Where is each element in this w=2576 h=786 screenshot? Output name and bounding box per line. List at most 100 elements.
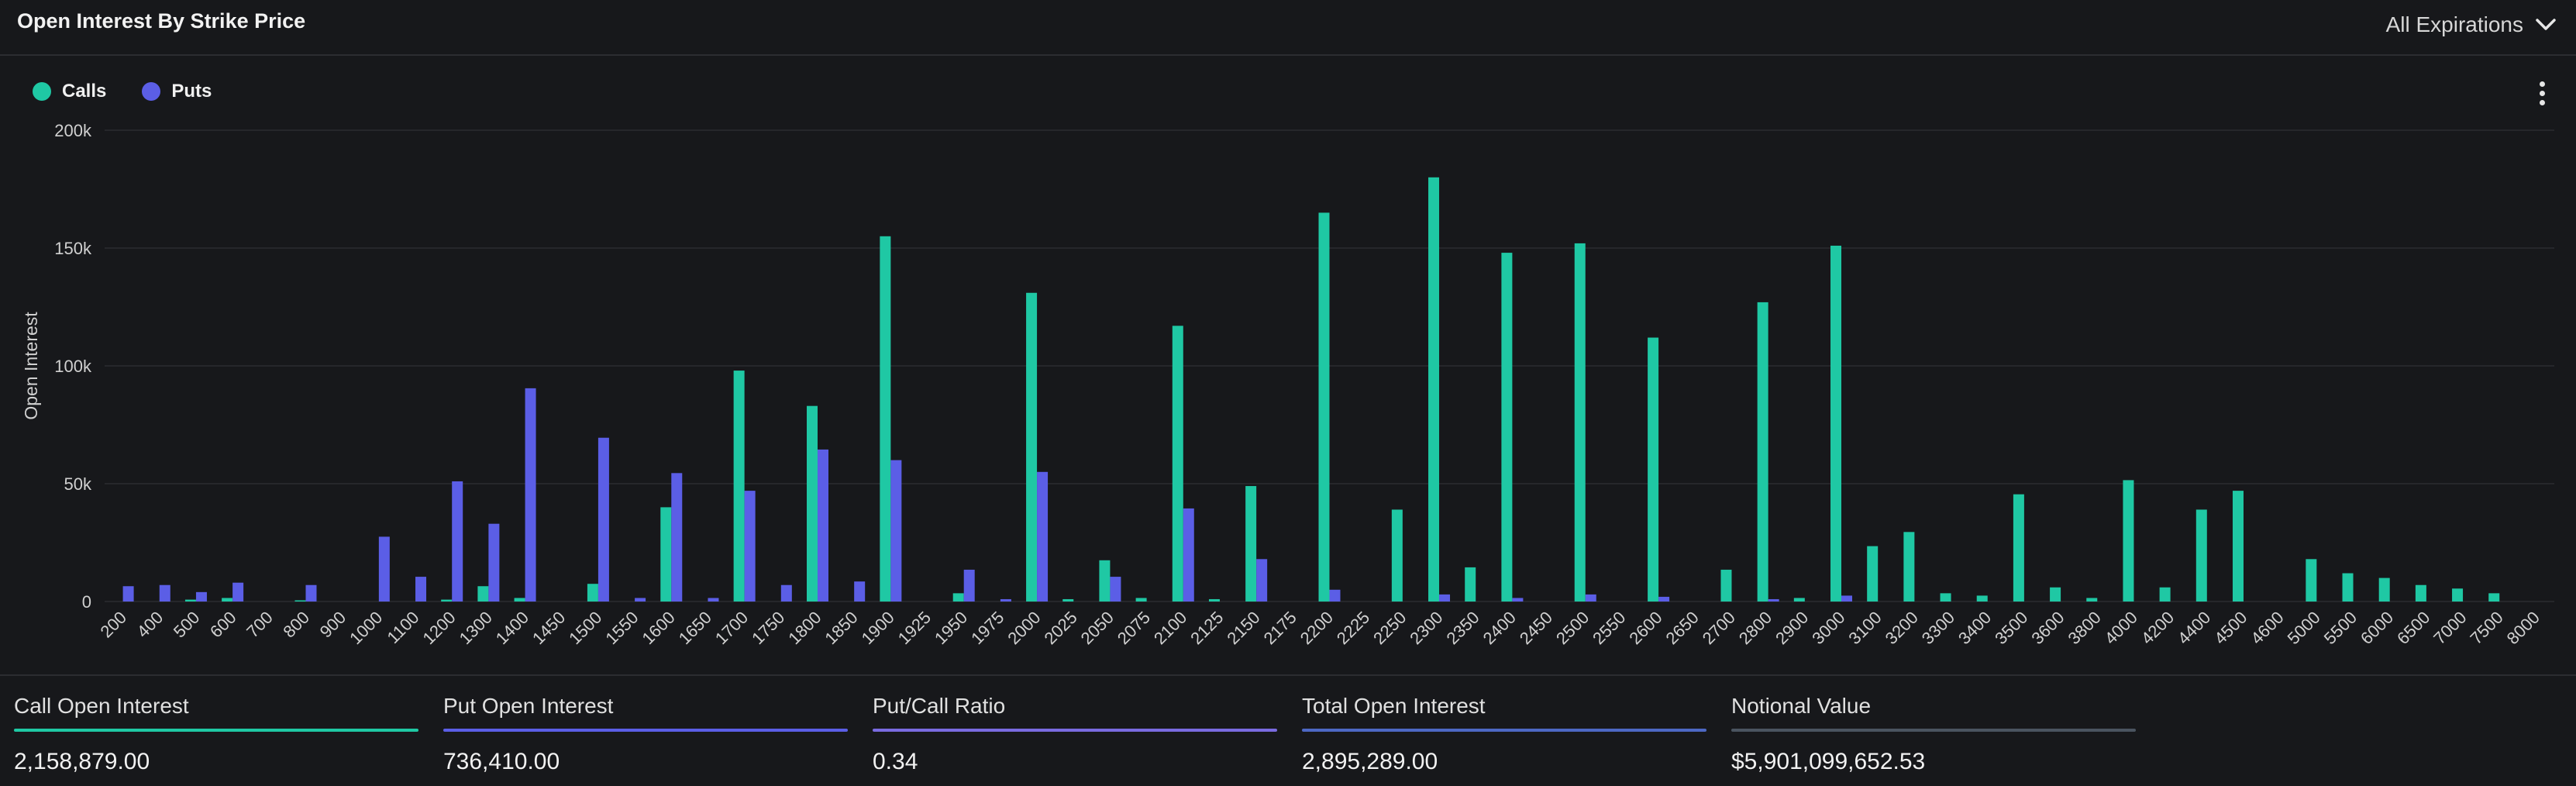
x-tick-label: 7000 (2430, 608, 2470, 648)
puts-bar (635, 598, 646, 602)
calls-bar (1574, 243, 1586, 602)
calls-bar (952, 593, 964, 602)
y-tick-label: 50k (64, 474, 92, 494)
x-tick-label: 1700 (711, 608, 752, 648)
expirations-dropdown[interactable]: All Expirations (2386, 8, 2556, 42)
calls-bar (1208, 598, 1220, 602)
puts-bar (1585, 594, 1596, 602)
calls-bar (660, 507, 672, 602)
chart-menu-button[interactable] (2530, 78, 2554, 112)
legend-item-calls[interactable]: Calls (33, 81, 106, 102)
calls-bar (1099, 560, 1111, 602)
x-tick-label: 1750 (748, 608, 788, 648)
calls-bar (1940, 593, 1951, 602)
stats-bar: Call Open Interest 2,158,879.00 Put Open… (0, 676, 2576, 786)
calls-bar (1976, 595, 1988, 602)
puts-bar (195, 591, 207, 602)
calls-bar (1465, 567, 1476, 602)
calls-bar (2050, 587, 2061, 602)
puts-bar (744, 491, 756, 602)
calls-bar (2086, 598, 2098, 602)
stat-underline (1731, 729, 2136, 732)
puts-bar (1841, 595, 1853, 602)
x-tick-label: 2000 (1004, 608, 1044, 648)
x-tick-label: 2200 (1297, 608, 1337, 648)
expirations-dropdown-label: All Expirations (2385, 12, 2523, 36)
legend-label-calls: Calls (62, 81, 107, 102)
calls-bar (2195, 509, 2207, 602)
x-tick-label: 3600 (2027, 608, 2068, 648)
x-tick-label: 1300 (456, 608, 496, 648)
x-tick-label: 1400 (492, 608, 532, 648)
panel-title: Open Interest By Strike Price (17, 9, 306, 33)
puts-bar (1000, 598, 1011, 602)
x-tick-label: 2025 (1040, 608, 1080, 648)
x-tick-label: 700 (243, 608, 277, 642)
puts-bar (671, 473, 683, 602)
x-tick-label: 2250 (1369, 608, 1410, 648)
calls-bar (1830, 245, 1842, 602)
x-tick-label: 5500 (2320, 608, 2361, 648)
legend-item-puts[interactable]: Puts (142, 81, 212, 102)
stat-call-open-interest: Call Open Interest 2,158,879.00 (14, 693, 418, 775)
x-tick-label: 3800 (2065, 608, 2105, 648)
x-tick-label: 4400 (2174, 608, 2214, 648)
puts-dot-icon (142, 82, 161, 101)
x-tick-label: 4600 (2247, 608, 2287, 648)
y-axis-label: Open Interest (21, 312, 41, 420)
stat-notional-value: Notional Value $5,901,099,652.53 (1731, 693, 2136, 775)
x-tick-label: 1600 (639, 608, 679, 648)
x-tick-label: 500 (170, 608, 204, 642)
puts-bar (305, 584, 317, 602)
x-tick-label: 1550 (601, 608, 642, 648)
stat-value: 736,410.00 (443, 749, 560, 774)
x-tick-label: 8000 (2503, 608, 2543, 648)
x-tick-label: 4000 (2101, 608, 2141, 648)
x-tick-label: 1950 (931, 608, 971, 648)
puts-bar (1037, 471, 1049, 602)
x-tick-label: 1500 (565, 608, 605, 648)
x-tick-label: 3400 (1954, 608, 1995, 648)
calls-bar (1245, 486, 1257, 602)
calls-bar (1867, 546, 1879, 602)
calls-bar (806, 405, 818, 602)
calls-bar (514, 598, 525, 602)
puts-bar (708, 598, 719, 602)
x-tick-label: 2225 (1333, 608, 1373, 648)
calls-bar (2159, 587, 2171, 602)
calls-bar (587, 584, 598, 602)
puts-bar (598, 437, 609, 602)
calls-bar (441, 599, 453, 602)
calls-bar (1026, 292, 1038, 602)
calls-bar (294, 600, 306, 602)
stat-label: Put/Call Ratio (873, 694, 1006, 718)
calls-bar (1391, 509, 1403, 602)
calls-bar (1757, 302, 1768, 602)
x-tick-label: 1100 (383, 608, 422, 647)
x-tick-label: 800 (279, 608, 313, 642)
x-tick-label: 2900 (1772, 608, 1812, 648)
x-tick-label: 900 (316, 608, 350, 642)
stat-label: Notional Value (1731, 694, 1872, 718)
calls-bar (2013, 494, 2024, 602)
x-tick-label: 4200 (2137, 608, 2178, 648)
stat-underline (443, 729, 848, 732)
calls-bar (1062, 598, 1074, 602)
puts-bar (452, 481, 463, 602)
calls-bar (1903, 532, 1915, 602)
y-tick-label: 200k (54, 121, 92, 140)
x-tick-label: 2550 (1589, 608, 1629, 648)
puts-bar (854, 581, 866, 602)
calls-bar (2232, 491, 2244, 602)
x-tick-label: 3000 (1808, 608, 1848, 648)
puts-bar (780, 584, 792, 602)
x-tick-label: 2500 (1552, 608, 1593, 648)
x-tick-label: 2125 (1186, 608, 1227, 648)
x-tick-label: 1975 (967, 608, 1007, 648)
puts-bar (890, 460, 902, 602)
x-tick-label: 1000 (346, 608, 386, 648)
x-tick-label: 1650 (675, 608, 715, 648)
stat-value: $5,901,099,652.53 (1731, 749, 1926, 774)
